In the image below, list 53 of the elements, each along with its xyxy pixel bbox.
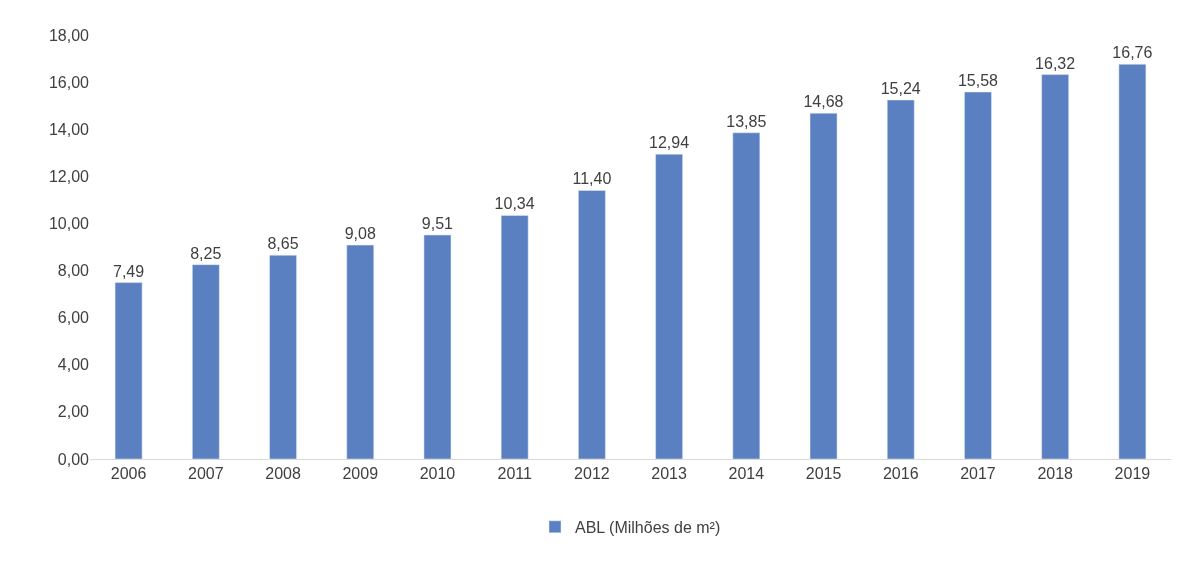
data-label: 11,40 — [572, 170, 612, 188]
data-label: 15,58 — [957, 72, 999, 89]
bar — [423, 234, 452, 459]
y-tick-label: 18,00 — [48, 26, 90, 44]
x-tick-label: 2012 — [574, 465, 610, 483]
x-tick-label: 2008 — [265, 465, 301, 483]
y-tick-label: 2,00 — [57, 403, 90, 421]
y-tick-label: 14,00 — [48, 120, 90, 138]
data-label: 16,76 — [1112, 44, 1153, 62]
data-label: 13,85 — [726, 112, 767, 130]
x-tick-label: 2006 — [110, 465, 147, 483]
bar — [732, 132, 761, 459]
y-tick-label: 8,00 — [57, 262, 90, 280]
bar — [192, 264, 220, 459]
bar — [655, 153, 683, 459]
bar — [886, 99, 915, 459]
x-tick-label: 2007 — [188, 465, 224, 483]
y-tick-label: 4,00 — [57, 356, 90, 374]
y-tick-label: 12,00 — [48, 167, 90, 185]
bar — [1118, 63, 1147, 459]
legend-label: ABL (Milhões de m²) — [575, 519, 721, 537]
data-label: 9,51 — [421, 214, 454, 232]
data-label: 7,49 — [112, 262, 145, 280]
bar — [964, 91, 992, 459]
x-tick-label: 2015 — [805, 465, 842, 483]
x-tick-label: 2010 — [419, 465, 456, 483]
y-tick-label: 6,00 — [57, 309, 90, 327]
x-tick-label: 2018 — [1037, 465, 1074, 483]
x-tick-label: 2016 — [882, 465, 919, 483]
y-tick-label: 10,00 — [48, 215, 90, 233]
data-label: 10,34 — [494, 195, 535, 213]
bar — [578, 190, 606, 459]
bar — [809, 112, 838, 459]
y-tick-label: 0,00 — [57, 450, 90, 468]
bar — [269, 254, 297, 459]
data-label: 8,25 — [190, 244, 222, 262]
data-label: 9,08 — [344, 225, 376, 243]
data-label: 15,24 — [880, 80, 921, 98]
data-label: 12,94 — [649, 134, 690, 152]
data-label: 16,32 — [1035, 54, 1076, 72]
bar — [114, 282, 143, 459]
x-tick-label: 2017 — [960, 465, 996, 483]
y-tick-label: 16,00 — [48, 73, 90, 91]
x-tick-label: 2019 — [1114, 465, 1151, 483]
bar — [500, 215, 529, 459]
x-tick-label: 2013 — [651, 465, 688, 483]
x-tick-label: 2011 — [497, 465, 532, 483]
data-label: 8,65 — [267, 235, 299, 253]
bar — [1041, 74, 1069, 459]
data-label: 14,68 — [803, 93, 844, 111]
x-tick-label: 2014 — [728, 465, 765, 483]
bar — [346, 244, 375, 459]
x-tick-label: 2009 — [342, 465, 379, 483]
